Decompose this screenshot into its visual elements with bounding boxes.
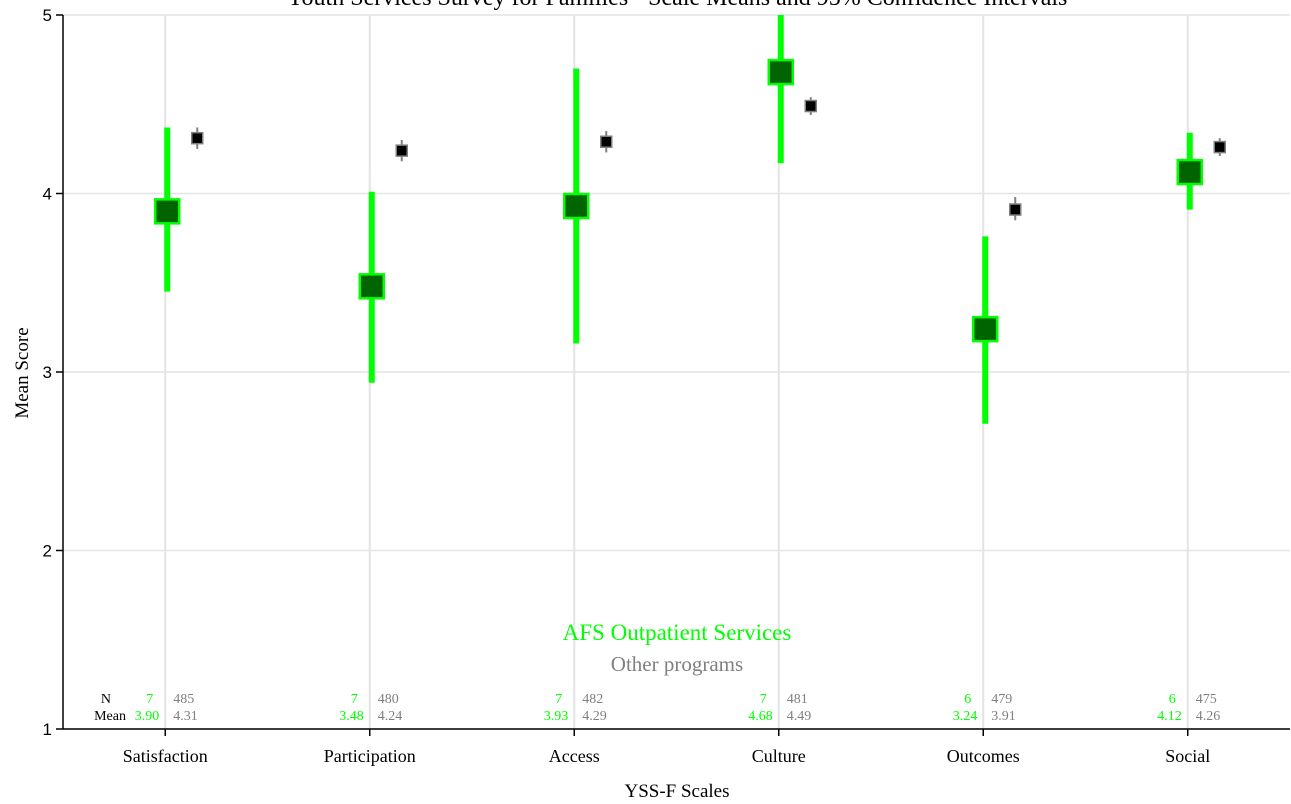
x-tick-label: Access	[549, 746, 600, 766]
other-mean-value: 4.29	[582, 709, 607, 724]
afs-mean-value: 3.93	[544, 709, 569, 724]
afs-n-value: 7	[146, 692, 153, 707]
y-tick-label: 4	[43, 185, 52, 204]
y-axis-label: Mean Score	[12, 327, 33, 418]
x-tick-label: Social	[1165, 746, 1210, 766]
other-n-value: 481	[787, 692, 808, 707]
afs-mean-point	[767, 58, 794, 86]
afs-mean-point	[358, 273, 385, 300]
other-mean-point	[191, 131, 204, 145]
x-tick-label: Culture	[752, 746, 806, 766]
x-tick-label: Satisfaction	[123, 746, 208, 766]
table-label-n: N	[101, 692, 111, 707]
afs-mean-value: 4.12	[1157, 709, 1182, 724]
afs-mean-point	[154, 198, 181, 225]
other-n-value: 479	[991, 692, 1012, 707]
other-mean-point	[395, 144, 408, 157]
axes: 1 2 3 4 5 Satisfaction Participation Access Cult…	[43, 6, 1290, 766]
other-n-value: 485	[173, 692, 194, 707]
other-mean-value: 4.31	[173, 709, 198, 724]
afs-n-value: 7	[760, 692, 767, 707]
other-n-value: 475	[1196, 692, 1217, 707]
afs-mean-point	[1176, 158, 1203, 186]
y-tick-label: 3	[43, 363, 52, 382]
afs-mean-point	[563, 192, 590, 220]
chart-title: Youth Services Survey for Families - Sca…	[287, 0, 1068, 11]
other-mean-value: 4.49	[787, 709, 812, 724]
legend-other-programs: Other programs	[611, 652, 743, 676]
afs-n-value: 6	[1169, 692, 1176, 707]
other-n-value: 482	[582, 692, 603, 707]
afs-mean-point	[972, 315, 999, 343]
y-tick-label: 1	[43, 720, 52, 739]
other-mean-point	[1213, 140, 1226, 154]
afs-mean-value: 3.48	[339, 709, 364, 724]
other-mean-point	[1009, 203, 1022, 216]
afs-n-value: 7	[555, 692, 562, 707]
other-mean-value: 4.26	[1196, 709, 1221, 724]
data-marks	[154, 15, 1226, 424]
afs-n-value: 6	[964, 692, 971, 707]
legend-afs-outpatient: AFS Outpatient Services	[563, 620, 792, 645]
other-mean-value: 3.91	[991, 709, 1016, 724]
x-tick-label: Outcomes	[947, 746, 1020, 766]
other-mean-point	[804, 99, 817, 113]
other-mean-point	[600, 135, 613, 148]
y-tick-label: 5	[43, 6, 52, 25]
afs-mean-value: 3.90	[135, 709, 160, 724]
afs-mean-value: 4.68	[748, 709, 773, 724]
summary-table: N Mean 7 3.90 485 4.31 7 3.48 480 4.24 7 3.93 482 4.2…	[94, 692, 1220, 724]
other-n-value: 480	[378, 692, 399, 707]
afs-mean-value: 3.24	[953, 709, 978, 724]
x-tick-label: Participation	[324, 746, 416, 766]
x-axis-label: YSS-F Scales	[624, 781, 729, 802]
y-tick-label: 2	[43, 542, 52, 561]
table-label-mean: Mean	[94, 709, 126, 724]
afs-n-value: 7	[351, 692, 358, 707]
other-mean-value: 4.24	[378, 709, 403, 724]
